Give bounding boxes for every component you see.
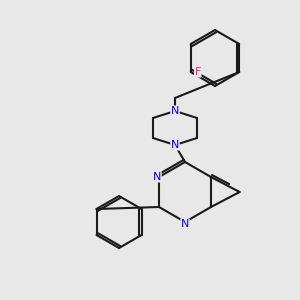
Text: N: N bbox=[181, 219, 189, 229]
Text: N: N bbox=[171, 140, 179, 150]
Text: N: N bbox=[171, 106, 179, 116]
Text: F: F bbox=[195, 67, 201, 77]
Text: N: N bbox=[153, 172, 161, 182]
